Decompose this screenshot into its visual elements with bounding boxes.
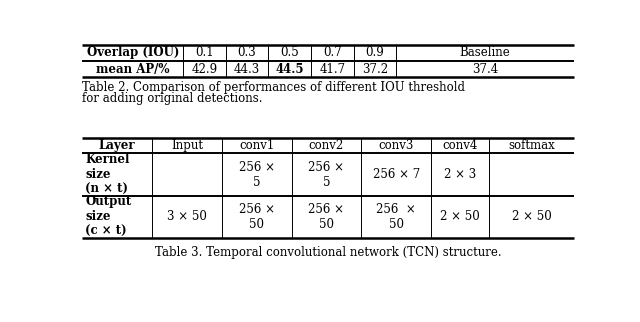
Text: 2 × 50: 2 × 50 xyxy=(440,210,480,223)
Text: conv4: conv4 xyxy=(442,139,478,152)
Text: softmax: softmax xyxy=(508,139,555,152)
Text: mean AP/%: mean AP/% xyxy=(96,62,170,76)
Text: 256 ×
50: 256 × 50 xyxy=(308,203,344,231)
Text: conv3: conv3 xyxy=(378,139,414,152)
Text: 256 ×
5: 256 × 5 xyxy=(239,161,275,189)
Text: 256  ×
50: 256 × 50 xyxy=(376,203,416,231)
Text: 44.5: 44.5 xyxy=(275,62,304,76)
Text: 0.9: 0.9 xyxy=(365,46,384,59)
Text: 3 × 50: 3 × 50 xyxy=(167,210,207,223)
Text: for adding original detections.: for adding original detections. xyxy=(83,92,263,105)
Text: 42.9: 42.9 xyxy=(191,62,218,76)
Text: 0.7: 0.7 xyxy=(323,46,342,59)
Text: conv2: conv2 xyxy=(309,139,344,152)
Text: Table 2. Comparison of performances of different IOU threshold: Table 2. Comparison of performances of d… xyxy=(83,81,465,94)
Text: Table 3. Temporal convolutional network (TCN) structure.: Table 3. Temporal convolutional network … xyxy=(155,246,501,259)
Text: 2 × 3: 2 × 3 xyxy=(444,168,476,181)
Text: 37.4: 37.4 xyxy=(472,62,498,76)
Text: 256 ×
5: 256 × 5 xyxy=(308,161,344,189)
Text: 44.3: 44.3 xyxy=(234,62,260,76)
Text: Input: Input xyxy=(171,139,203,152)
Text: Layer: Layer xyxy=(99,139,136,152)
Text: 0.5: 0.5 xyxy=(280,46,299,59)
Text: 0.3: 0.3 xyxy=(237,46,257,59)
Text: Kernel
size
(n × t): Kernel size (n × t) xyxy=(85,153,130,196)
Text: Overlap (IOU): Overlap (IOU) xyxy=(86,46,179,59)
Text: 2 × 50: 2 × 50 xyxy=(511,210,551,223)
Text: 0.1: 0.1 xyxy=(195,46,214,59)
Text: conv1: conv1 xyxy=(239,139,275,152)
Text: 41.7: 41.7 xyxy=(319,62,346,76)
Text: Baseline: Baseline xyxy=(460,46,510,59)
Text: 256 ×
50: 256 × 50 xyxy=(239,203,275,231)
Text: Output
size
(c × t): Output size (c × t) xyxy=(85,195,132,238)
Text: 256 × 7: 256 × 7 xyxy=(372,168,420,181)
Text: 37.2: 37.2 xyxy=(362,62,388,76)
